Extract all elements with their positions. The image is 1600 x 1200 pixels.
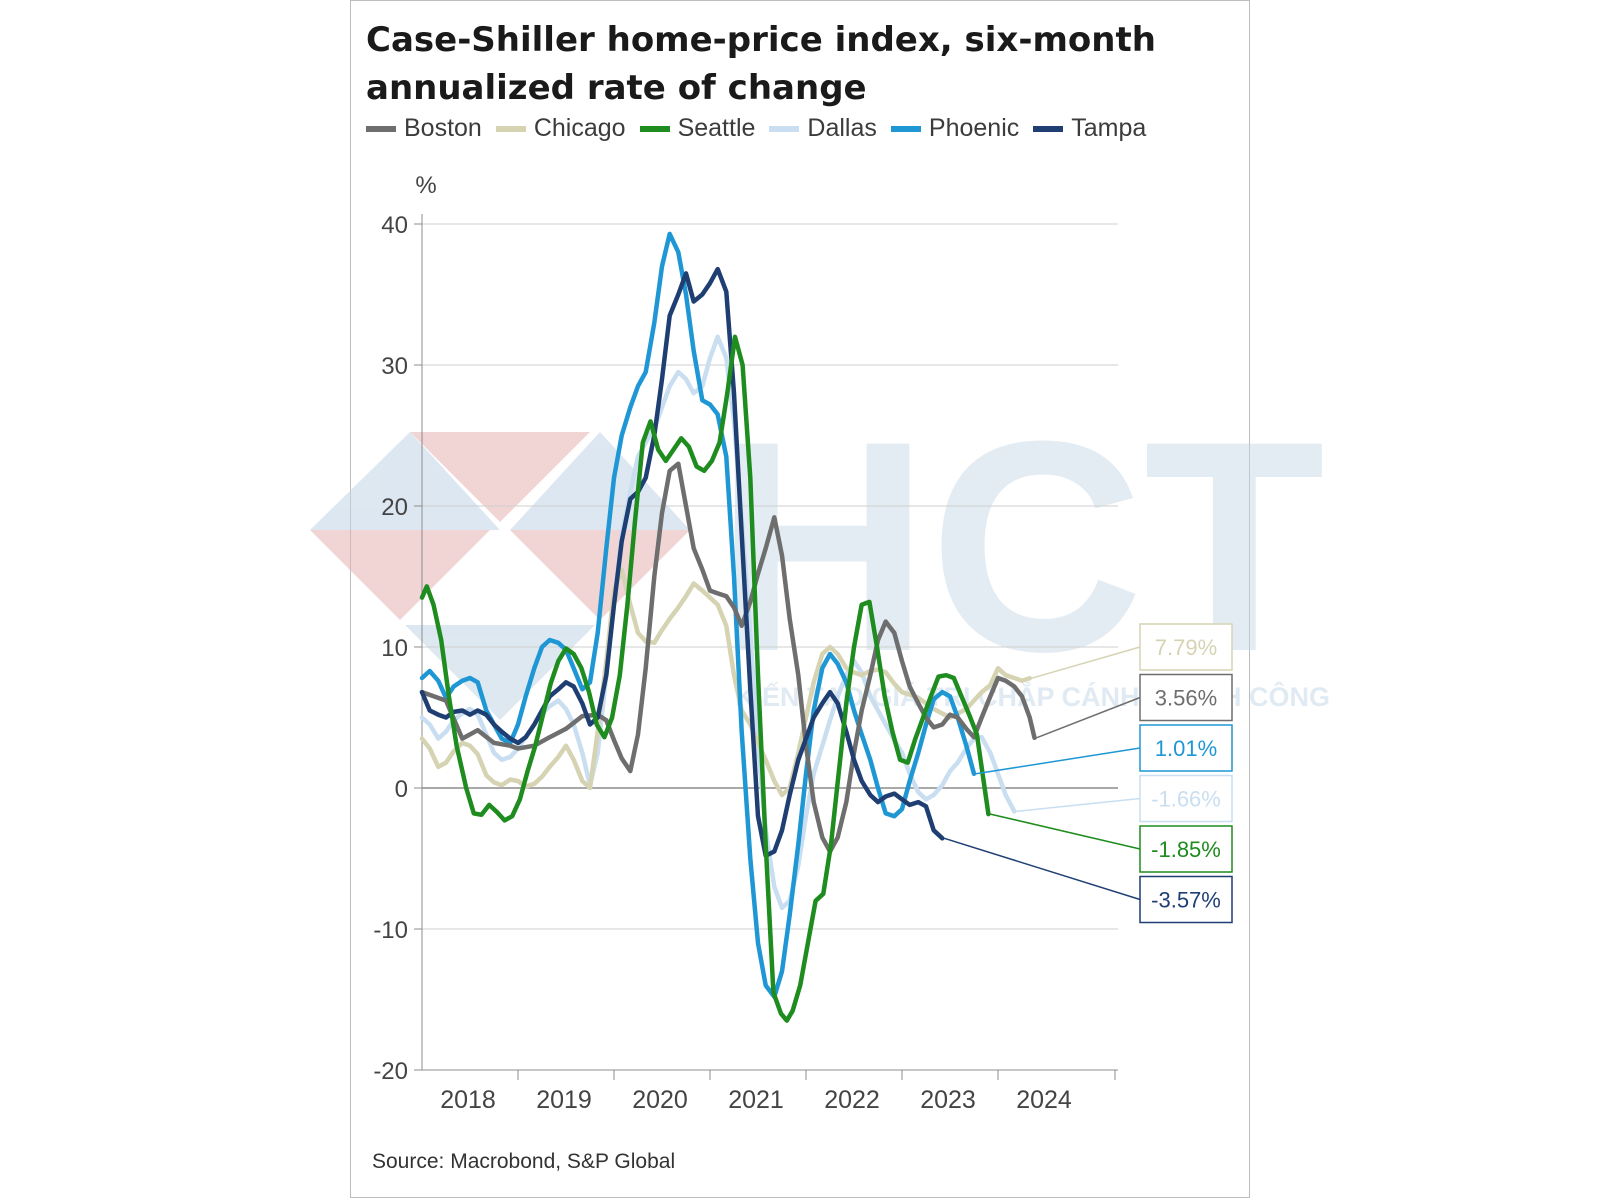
x-tick-label: 2021 [728,1086,784,1114]
data-label-tampa: -3.57% [1151,888,1221,913]
callout-leader [1036,696,1141,739]
watermark-brand: HCT [715,378,1325,714]
legend-swatch [639,125,670,132]
source-note: Source: Macrobond, S&P Global [372,1150,676,1173]
x-tick-label: 2019 [536,1086,592,1114]
y-tick-label: 20 [381,494,408,521]
callout-leader [1031,646,1141,679]
callout-box [1139,825,1233,873]
x-tick-label: 2020 [632,1086,688,1114]
legend-item-chicago: Chicago [495,114,626,143]
y-tick-label: 10 [381,635,408,662]
callout-box [1139,774,1233,823]
callout-box [1139,623,1233,671]
y-tick-label: -20 [373,1058,408,1085]
series-line-seattle [419,334,991,1023]
data-label-seattle: -1.85% [1151,837,1221,862]
y-axis-label: % [415,172,436,199]
watermark-tagline: KIẾN TẠO GIÁ TRỊ CHẮP CÁNH THÀNH CÔNG [735,681,1330,712]
legend-swatch [1033,125,1064,132]
callout-leader [990,813,1141,850]
legend-label: Phoenic [928,114,1020,142]
y-tick-label: 40 [381,212,408,239]
callout-leader [1016,797,1141,813]
legend-item-phoenic: Phoenic [890,114,1020,143]
series-line-tampa [419,266,945,858]
legend-item-boston: Boston [366,114,482,143]
watermark-triangle [405,625,595,720]
data-label-phoenic: 1.01% [1155,736,1217,761]
callout-box [1139,875,1233,924]
y-tick-label: 0 [395,776,408,803]
legend-label: Boston [404,114,482,142]
chart-title: Case-Shiller home-price index, six-month… [366,20,1156,108]
watermark-triangle [410,432,590,522]
legend-item-dallas: Dallas [769,114,877,143]
callout-leader [975,747,1141,775]
callout-box [1139,673,1233,722]
y-tick-label: 30 [381,353,408,380]
legend-item-tampa: Tampa [1033,114,1146,143]
x-tick-label: 2018 [440,1086,496,1114]
data-label-boston: 3.56% [1155,686,1217,711]
watermark-triangle [310,530,490,620]
legend-item-seattle: Seattle [639,114,756,143]
callout-box [1139,724,1233,772]
legend: Boston Chicago Seattle Dallas Phoenic Tampa [366,114,1146,143]
x-tick-label: 2022 [824,1086,880,1114]
callout-leader [944,837,1141,901]
x-tick-label: 2023 [920,1086,976,1114]
chart-card [350,0,1250,1198]
y-tick-label: -10 [373,917,408,944]
legend-label: Chicago [533,114,626,142]
legend-label: Tampa [1071,114,1147,142]
legend-swatch [890,125,921,132]
legend-swatch [769,125,800,132]
series-line-dallas [419,334,1017,911]
legend-swatch [495,125,526,132]
watermark-triangle [510,530,690,620]
x-tick-label: 2024 [1016,1086,1072,1114]
data-label-dallas: -1.66% [1151,787,1221,812]
legend-label: Seattle [677,114,756,142]
series-line-chicago [419,567,1032,798]
data-label-chicago: 7.79% [1155,635,1217,660]
legend-label: Dallas [807,114,877,142]
legend-swatch [366,125,396,132]
